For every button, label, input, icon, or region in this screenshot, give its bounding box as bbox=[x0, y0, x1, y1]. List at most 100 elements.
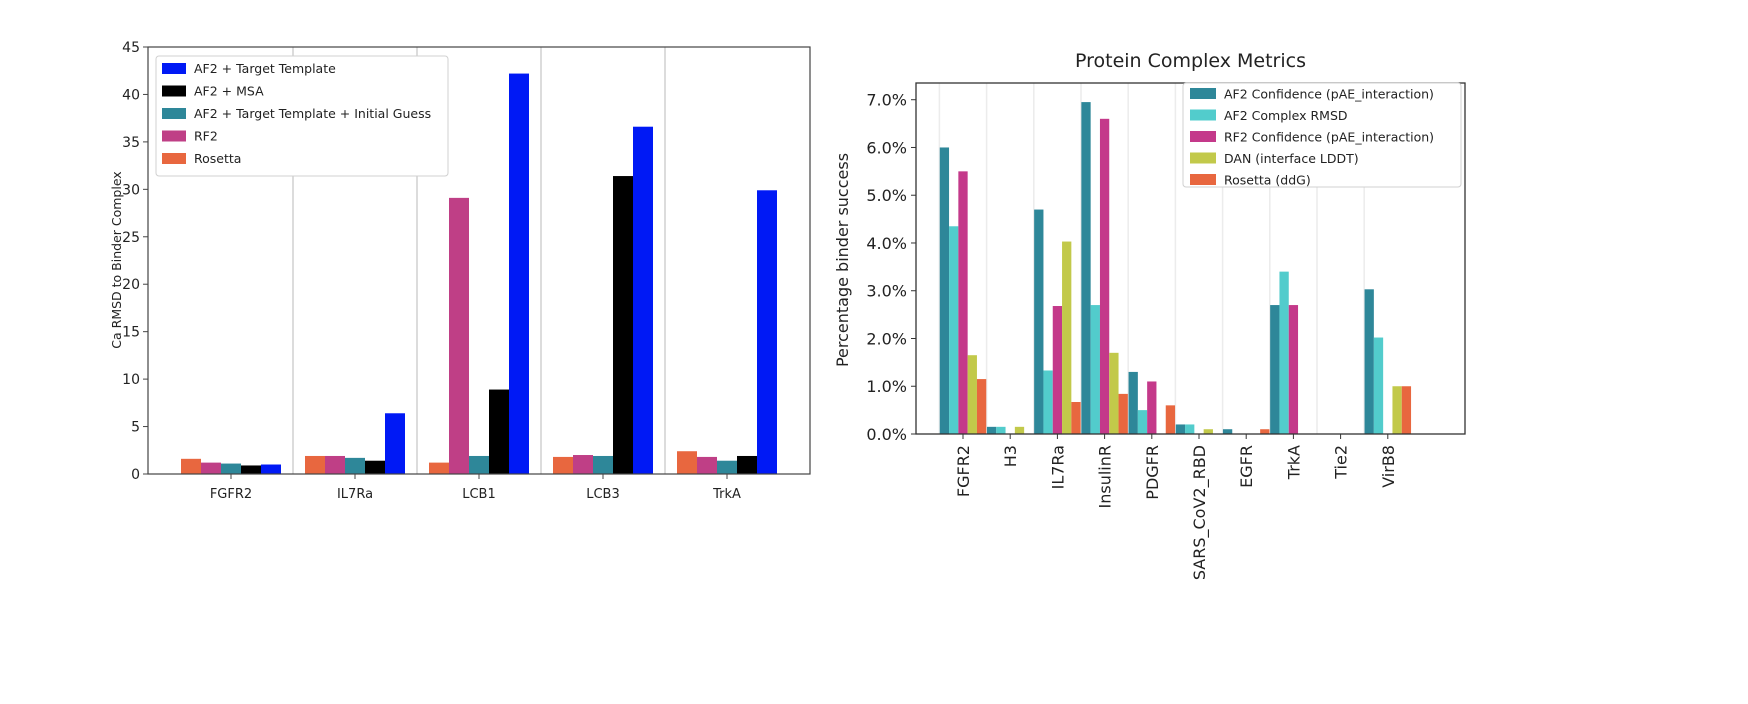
bar-dan-interface-lddt- bbox=[967, 355, 977, 434]
bar-af2-complex-rmsd bbox=[1185, 424, 1195, 434]
bar-af2-msa bbox=[737, 455, 757, 474]
bar-af2-confidence-pae-interaction- bbox=[939, 147, 950, 434]
legend-label: DAN (interface LDDT) bbox=[1224, 151, 1359, 166]
y-axis-label: Percentage binder success bbox=[833, 153, 852, 367]
bar-af2-complex-rmsd bbox=[1090, 305, 1100, 434]
bar-rosetta-ddg- bbox=[976, 379, 987, 434]
legend-swatch bbox=[1190, 152, 1216, 164]
bar-dan-interface-lddt- bbox=[1203, 429, 1213, 434]
bar-af2-complex-rmsd bbox=[1137, 410, 1148, 434]
bar-rf2-confidence-pae-interaction- bbox=[1288, 305, 1299, 434]
legend-swatch bbox=[162, 108, 186, 119]
bar-af2-confidence-pae-interaction- bbox=[1128, 371, 1138, 434]
y-tick-label: 5 bbox=[131, 420, 140, 436]
y-tick-label: 15 bbox=[122, 325, 140, 341]
y-tick-label: 30 bbox=[122, 182, 140, 198]
bar-dan-interface-lddt- bbox=[1062, 241, 1072, 434]
y-tick-label: 2.0% bbox=[866, 329, 907, 348]
y-tick-label: 40 bbox=[122, 87, 140, 103]
y-tick-label: 20 bbox=[122, 277, 140, 293]
y-tick-label: 10 bbox=[122, 372, 140, 388]
bar-rosetta bbox=[429, 462, 449, 474]
bar-rosetta bbox=[553, 456, 573, 474]
bar-af2-target-template bbox=[757, 190, 777, 474]
legend-swatch bbox=[162, 85, 186, 97]
x-tick-label: H3 bbox=[1001, 445, 1020, 467]
x-tick-label: VirB8 bbox=[1379, 445, 1398, 488]
legend-label: AF2 + MSA bbox=[194, 84, 264, 99]
legend-label: RF2 Confidence (pAE_interaction) bbox=[1224, 130, 1434, 145]
left-rmsd-chart: 0 5 10 15 20 25 30 35 40 45 FGFR2 IL7Ra LCB1 LCB3 TrkA… bbox=[109, 40, 811, 502]
bar-af2-msa bbox=[489, 389, 509, 474]
y-tick-label: 25 bbox=[122, 230, 140, 246]
x-tick-label: Tie2 bbox=[1332, 445, 1351, 480]
legend-label: AF2 Complex RMSD bbox=[1224, 108, 1348, 123]
bar-af2-target-template-initial-guess bbox=[593, 455, 613, 474]
bar-af2-complex-rmsd bbox=[1043, 370, 1053, 434]
chart-title: Protein Complex Metrics bbox=[1075, 50, 1306, 72]
bar-rf2-confidence-pae-interaction- bbox=[1099, 118, 1110, 434]
bar-af2-target-template-initial-guess bbox=[717, 460, 737, 474]
bar-dan-interface-lddt- bbox=[1014, 426, 1025, 434]
bar-af2-complex-rmsd bbox=[949, 226, 959, 434]
y-tick-label: 0.0% bbox=[866, 425, 907, 444]
bar-rosetta-ddg- bbox=[1071, 402, 1081, 434]
x-tick-label: LCB3 bbox=[586, 487, 620, 502]
y-tick-label: 4.0% bbox=[866, 234, 907, 253]
bar-af2-target-template-initial-guess bbox=[345, 457, 365, 474]
bar-rosetta bbox=[305, 455, 325, 474]
x-tick-label: IL7Ra bbox=[1048, 445, 1067, 489]
bar-rosetta-ddg- bbox=[1165, 405, 1176, 434]
bar-rf2 bbox=[325, 455, 345, 474]
x-tick-label: IL7Ra bbox=[337, 487, 373, 502]
x-tick-label: FGFR2 bbox=[210, 487, 252, 502]
y-tick-label: 0 bbox=[131, 467, 140, 483]
legend-label: AF2 + Target Template + Initial Guess bbox=[194, 106, 431, 121]
bar-af2-msa bbox=[613, 176, 633, 474]
bar-af2-confidence-pae-interaction- bbox=[1081, 102, 1091, 434]
bar-dan-interface-lddt- bbox=[1109, 352, 1119, 434]
bar-af2-confidence-pae-interaction- bbox=[1222, 429, 1233, 434]
bar-rf2-confidence-pae-interaction- bbox=[1147, 381, 1157, 434]
legend-swatch bbox=[162, 63, 186, 74]
x-tick-label: InsulinR bbox=[1096, 445, 1115, 508]
bar-rosetta-ddg- bbox=[1118, 393, 1128, 434]
bar-af2-target-template bbox=[261, 464, 281, 474]
x-tick-label: SARS_CoV2_RBD bbox=[1190, 445, 1210, 580]
legend-swatch bbox=[1190, 174, 1216, 185]
bar-af2-target-template-initial-guess bbox=[469, 455, 489, 474]
bar-rf2 bbox=[201, 462, 221, 474]
x-tick-label: LCB1 bbox=[462, 487, 496, 502]
legend-label: Rosetta (ddG) bbox=[1224, 173, 1311, 188]
y-tick-label: 3.0% bbox=[866, 282, 907, 301]
y-tick-label: 5.0% bbox=[866, 186, 907, 205]
y-axis-label: Ca RMSD to Binder Complex bbox=[109, 171, 124, 348]
y-tick-label: 6.0% bbox=[866, 138, 907, 157]
legend-box bbox=[1182, 82, 1462, 188]
legend-swatch bbox=[1190, 131, 1216, 142]
bar-af2-msa bbox=[241, 465, 261, 474]
x-tick-label: PDGFR bbox=[1143, 445, 1162, 500]
bar-af2-confidence-pae-interaction- bbox=[1364, 289, 1374, 434]
legend-swatch bbox=[162, 153, 186, 164]
x-tick-label: EGFR bbox=[1237, 445, 1256, 488]
bar-rosetta-ddg- bbox=[1401, 386, 1412, 434]
y-tick-label: 7.0% bbox=[866, 91, 907, 110]
y-tick-label: 1.0% bbox=[866, 377, 907, 396]
x-tick-label: FGFR2 bbox=[954, 445, 973, 497]
bar-rosetta bbox=[677, 451, 697, 474]
legend: AF2 Confidence (pAE_interaction) AF2 Comp… bbox=[1182, 82, 1462, 188]
bar-dan-interface-lddt- bbox=[1392, 386, 1402, 434]
bar-af2-confidence-pae-interaction- bbox=[1175, 424, 1186, 434]
bar-af2-complex-rmsd bbox=[1373, 337, 1384, 434]
legend-swatch bbox=[1190, 109, 1216, 121]
legend-label: AF2 + Target Template bbox=[194, 61, 336, 76]
bar-rf2 bbox=[449, 197, 469, 474]
bar-af2-complex-rmsd bbox=[1279, 271, 1289, 434]
bar-af2-confidence-pae-interaction- bbox=[1034, 209, 1044, 434]
bar-af2-confidence-pae-interaction- bbox=[1270, 305, 1280, 434]
bar-af2-confidence-pae-interaction- bbox=[986, 426, 997, 434]
bar-rf2-confidence-pae-interaction- bbox=[958, 171, 968, 435]
legend-swatch bbox=[162, 130, 186, 142]
